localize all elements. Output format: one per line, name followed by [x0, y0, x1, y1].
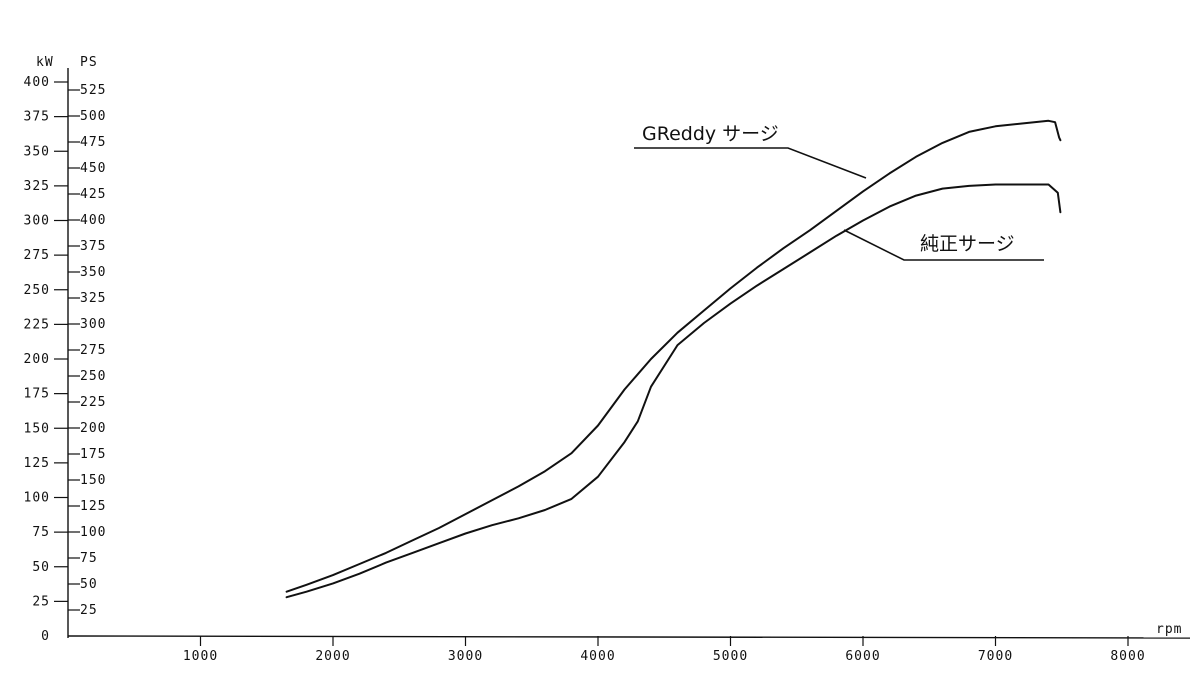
kw-tick-label-0: 0 — [41, 629, 50, 644]
kw-ticks: 0 25 50 75 100 125 150 175 200 225 250 275 300 325 350… — [24, 75, 68, 644]
kw-tick-label-175: 175 — [24, 387, 50, 402]
ps-tick-label-50: 50 — [80, 577, 98, 592]
ps-tick-label-200: 200 — [80, 421, 106, 436]
ps-tick-label-475: 475 — [80, 135, 106, 150]
ps-tick-label-25: 25 — [80, 603, 98, 618]
kw-tick-label-100: 100 — [24, 491, 50, 506]
x-tick-label-2000: 2000 — [315, 649, 350, 664]
kw-tick-label-200: 200 — [24, 352, 50, 367]
kw-tick-label-125: 125 — [24, 456, 50, 471]
ps-tick-label-100: 100 — [80, 525, 106, 540]
x-tick-label-5000: 5000 — [713, 649, 748, 664]
ps-tick-label-425: 425 — [80, 187, 106, 202]
series-line-stock — [285, 183, 1062, 599]
ps-tick-label-375: 375 — [80, 239, 106, 254]
y-unit-right: PS — [80, 55, 98, 70]
annotation-greddy: GReddy サージ — [642, 123, 779, 145]
x-tick-label-3000: 3000 — [448, 649, 483, 664]
leader-stock — [843, 229, 1044, 261]
kw-tick-label-25: 25 — [32, 594, 50, 609]
kw-tick-label-350: 350 — [24, 144, 50, 159]
ps-tick-label-275: 275 — [80, 343, 106, 358]
kw-tick-label-400: 400 — [24, 75, 50, 90]
ps-tick-label-175: 175 — [80, 447, 106, 462]
x-tick-label-4000: 4000 — [580, 649, 615, 664]
ps-ticks: 25 50 75 100 125 150 175 200 225 250 275 300 325 350 3… — [68, 83, 106, 618]
x-tick-label-8000: 8000 — [1110, 649, 1145, 664]
x-unit: rpm — [1156, 622, 1182, 637]
ps-tick-label-225: 225 — [80, 395, 106, 410]
ps-tick-label-150: 150 — [80, 473, 106, 488]
ps-tick-label-350: 350 — [80, 265, 106, 280]
kw-tick-label-150: 150 — [24, 421, 50, 436]
kw-tick-label-75: 75 — [32, 525, 50, 540]
x-tick-label-7000: 7000 — [978, 649, 1013, 664]
ps-tick-label-75: 75 — [80, 551, 98, 566]
ps-tick-label-450: 450 — [80, 161, 106, 176]
curves — [285, 119, 1062, 599]
ps-tick-label-525: 525 — [80, 83, 106, 98]
leader-greddy — [634, 147, 867, 179]
kw-tick-label-225: 225 — [24, 317, 50, 332]
x-tick-label-6000: 6000 — [845, 649, 880, 664]
kw-tick-label-250: 250 — [24, 283, 50, 298]
kw-tick-label-375: 375 — [24, 110, 50, 125]
series-line-greddy — [285, 119, 1062, 593]
y-unit-left: kW — [36, 55, 54, 70]
ps-tick-label-325: 325 — [80, 291, 106, 306]
kw-tick-label-300: 300 — [24, 214, 50, 229]
ps-tick-label-250: 250 — [80, 369, 106, 384]
ps-tick-label-125: 125 — [80, 499, 106, 514]
kw-tick-label-275: 275 — [24, 248, 50, 263]
ps-tick-label-400: 400 — [80, 213, 106, 228]
x-axis — [67, 635, 1191, 639]
x-ticks: 1000 2000 3000 4000 5000 6000 7000 8000 — [183, 636, 1145, 664]
ps-tick-label-500: 500 — [80, 109, 106, 124]
kw-tick-label-50: 50 — [32, 560, 50, 575]
ps-tick-label-300: 300 — [80, 317, 106, 332]
x-tick-label-1000: 1000 — [183, 649, 218, 664]
annotation-stock: 純正サージ — [920, 233, 1015, 255]
kw-tick-label-325: 325 — [24, 179, 50, 194]
